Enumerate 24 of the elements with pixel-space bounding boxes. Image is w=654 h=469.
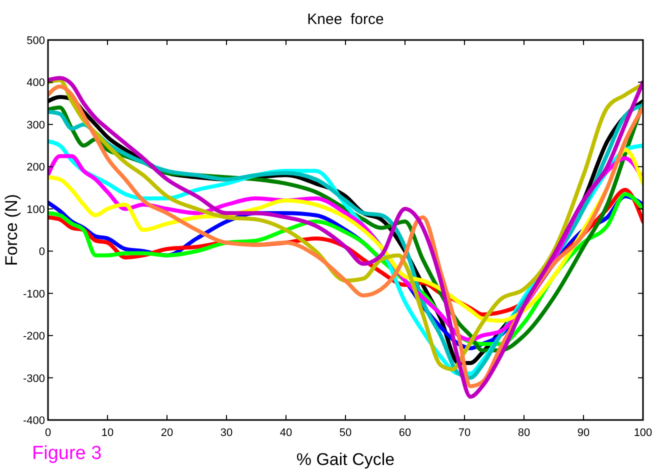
x-tick-label: 90 [577,427,590,439]
x-axis-title: % Gait Cycle [296,450,395,469]
y-tick-label: -200 [22,330,45,343]
y-tick-label: 0 [38,246,45,258]
x-tick-label: 100 [634,427,652,439]
y-tick-label: 300 [26,119,45,132]
x-tick-label: 60 [398,427,412,439]
chart-title: Knee force [307,11,384,28]
y-tick-label: -300 [22,372,45,385]
x-tick-label: 30 [220,427,233,439]
y-tick-label: 500 [26,35,45,47]
y-tick-label: -100 [22,288,45,300]
y-tick-label: -400 [22,415,45,427]
y-tick-label: 200 [26,162,45,174]
caption: Figure 3 [32,443,102,464]
x-tick-label: 50 [339,427,352,439]
x-tick-label: 20 [160,427,174,439]
y-axis-title: Force (N) [2,194,21,266]
x-tick-label: 80 [518,427,530,439]
x-tick-label: 10 [101,427,114,439]
x-tick-label: 70 [458,427,471,439]
y-tick-label: 400 [26,77,45,90]
x-tick-label: 40 [280,427,292,439]
y-tick-label: 100 [26,204,45,216]
